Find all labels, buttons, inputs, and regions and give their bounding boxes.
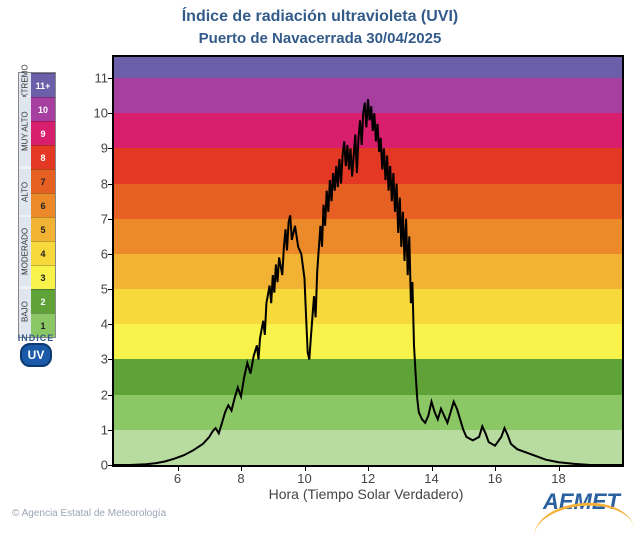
legend-group: BAJO21 <box>19 289 55 337</box>
y-tick-label: 1 <box>101 422 108 437</box>
legend-category-label: BAJO <box>19 289 31 335</box>
legend-swatch: 10 <box>31 97 55 121</box>
legend-swatch: 2 <box>31 289 55 313</box>
legend-group: MUY ALTO1098 <box>19 97 55 169</box>
x-tick-mark <box>178 465 179 471</box>
legend-swatch: 11+ <box>31 73 55 97</box>
uv-index-logo: INDICE UV <box>14 333 58 367</box>
chart-subtitle: Puerto de Navacerrada 30/04/2025 <box>0 30 640 47</box>
y-tick-label: 5 <box>101 282 108 297</box>
y-tick-label: 10 <box>94 106 108 121</box>
x-tick-label: 8 <box>237 471 244 486</box>
legend-swatch: 6 <box>31 193 55 217</box>
y-tick-label: 6 <box>101 246 108 261</box>
x-tick-mark <box>495 465 496 471</box>
legend-swatch: 4 <box>31 241 55 265</box>
legend-category-label: MUY ALTO <box>19 97 31 166</box>
uv-chart-container: Índice de radiación ultravioleta (UVI) P… <box>0 0 640 525</box>
legend-group: EXTREMO11+ <box>19 73 55 97</box>
legend-swatch: 5 <box>31 217 55 241</box>
plot-area: 01234567891011681012141618 <box>112 55 624 467</box>
indice-label: INDICE <box>14 333 58 343</box>
y-tick-label: 0 <box>101 458 108 473</box>
uv-scale-legend: EXTREMO11+MUY ALTO1098ALTO76MODERADO543B… <box>18 72 56 338</box>
legend-group: ALTO76 <box>19 169 55 217</box>
legend-category-label: MODERADO <box>19 217 31 286</box>
x-tick-mark <box>368 465 369 471</box>
x-tick-mark <box>305 465 306 471</box>
x-tick-label: 10 <box>297 471 311 486</box>
legend-group: MODERADO543 <box>19 217 55 289</box>
x-tick-label: 18 <box>551 471 565 486</box>
aemet-logo: AEMET <box>543 489 620 515</box>
x-tick-label: 16 <box>488 471 502 486</box>
y-tick-label: 3 <box>101 352 108 367</box>
y-tick-mark <box>108 465 114 466</box>
x-tick-mark <box>432 465 433 471</box>
y-tick-label: 7 <box>101 211 108 226</box>
legend-category-label: ALTO <box>19 169 31 215</box>
chart-title: Índice de radiación ultravioleta (UVI) <box>0 8 640 26</box>
legend-swatch: 7 <box>31 169 55 193</box>
x-tick-label: 12 <box>361 471 375 486</box>
uv-badge: UV <box>20 343 53 367</box>
legend-category-label: EXTREMO <box>19 73 31 96</box>
y-tick-label: 8 <box>101 176 108 191</box>
uv-series-line <box>114 57 622 465</box>
x-tick-label: 14 <box>424 471 438 486</box>
copyright-text: © Agencia Estatal de Meteorología <box>12 508 166 519</box>
y-tick-label: 2 <box>101 387 108 402</box>
x-tick-label: 6 <box>174 471 181 486</box>
y-tick-label: 4 <box>101 317 108 332</box>
y-tick-label: 9 <box>101 141 108 156</box>
legend-swatch: 9 <box>31 121 55 145</box>
x-tick-mark <box>559 465 560 471</box>
y-tick-label: 11 <box>95 71 109 86</box>
legend-swatch: 3 <box>31 265 55 289</box>
legend-swatch: 8 <box>31 145 55 169</box>
x-tick-mark <box>241 465 242 471</box>
